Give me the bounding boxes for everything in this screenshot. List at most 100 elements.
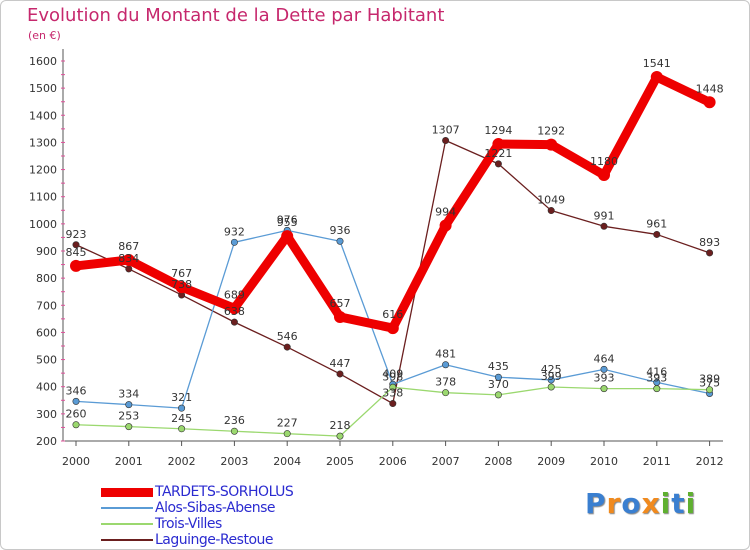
data-label: 1180 <box>590 155 618 168</box>
data-label: 1541 <box>643 57 671 70</box>
data-point <box>547 376 555 384</box>
data-point <box>281 230 294 243</box>
chart-subtitle: (en €) <box>28 29 61 42</box>
data-label: 464 <box>594 352 615 365</box>
data-point <box>283 343 291 351</box>
data-label: 399 <box>541 370 562 383</box>
data-label: 834 <box>118 252 139 265</box>
data-point <box>545 138 558 151</box>
data-label: 1049 <box>537 194 565 207</box>
data-point <box>178 425 186 433</box>
data-point <box>442 137 450 145</box>
data-label: 961 <box>646 217 667 230</box>
data-point <box>230 238 238 246</box>
y-tick-label: 800 <box>36 272 57 285</box>
y-tick-label: 1600 <box>29 55 57 68</box>
data-label: 638 <box>224 305 245 318</box>
data-point <box>70 259 82 272</box>
data-label: 346 <box>66 384 87 397</box>
legend-label: Laguinge-Restoue <box>155 532 274 548</box>
logo-letter: i <box>660 487 672 520</box>
data-point <box>494 160 502 168</box>
data-point <box>125 265 133 273</box>
data-label: 321 <box>171 391 192 404</box>
data-label: 893 <box>699 236 720 249</box>
logo-letter: t <box>671 487 686 520</box>
legend-item: Alos-Sibas-Abense <box>101 500 293 516</box>
data-point <box>547 383 555 391</box>
data-point <box>175 281 188 294</box>
data-label: 1307 <box>432 124 460 137</box>
data-label: 338 <box>382 387 403 400</box>
logo-letter: x <box>641 487 661 520</box>
data-label: 955 <box>277 216 298 229</box>
data-point <box>230 427 238 435</box>
data-label: 867 <box>118 240 139 253</box>
data-label: 375 <box>699 377 720 390</box>
data-label: 932 <box>224 225 245 238</box>
data-label: 447 <box>330 357 351 370</box>
data-label: 616 <box>382 308 403 321</box>
y-tick-label: 300 <box>36 408 57 421</box>
chart-title: Evolution du Montant de la Dette par Hab… <box>27 5 445 26</box>
logo-letter: i <box>685 487 697 520</box>
data-point <box>600 365 608 373</box>
legend-swatch <box>101 507 153 509</box>
x-tick-label: 2008 <box>484 455 512 468</box>
data-label: 416 <box>646 365 667 378</box>
x-tick-label: 2011 <box>643 455 671 468</box>
data-label: 435 <box>488 360 509 373</box>
data-point <box>492 138 505 151</box>
data-point <box>125 423 133 431</box>
x-tick-label: 2012 <box>696 455 724 468</box>
data-point <box>72 397 80 405</box>
legend-swatch <box>101 487 153 497</box>
data-point <box>72 421 80 429</box>
logo-letter: P <box>585 487 607 520</box>
data-point <box>283 430 291 438</box>
x-tick-label: 2010 <box>590 455 618 468</box>
data-point <box>336 237 344 245</box>
data-label: 657 <box>330 297 351 310</box>
x-tick-label: 2000 <box>62 455 90 468</box>
legend-label: Alos-Sibas-Abense <box>155 500 276 516</box>
data-point <box>600 222 608 230</box>
legend-item: Laguinge-Restoue <box>101 532 293 548</box>
legend-swatch <box>101 523 153 525</box>
data-label: 923 <box>66 228 87 241</box>
data-label: 389 <box>699 373 720 386</box>
data-label: 936 <box>330 224 351 237</box>
data-point <box>389 383 397 391</box>
chart-legend: TARDETS-SORHOLUS Alos-Sibas-Abense Trois-V… <box>101 484 294 548</box>
legend-item: Trois-Villes <box>101 516 293 532</box>
data-point <box>122 253 135 266</box>
data-point <box>386 322 399 335</box>
data-point <box>442 361 450 369</box>
y-tick-label: 200 <box>36 435 57 448</box>
data-label: 398 <box>382 370 403 383</box>
data-label: 994 <box>435 205 456 218</box>
y-tick-label: 900 <box>36 245 57 258</box>
data-label: 1294 <box>484 124 512 137</box>
data-point <box>653 230 661 238</box>
y-tick-label: 1200 <box>29 164 57 177</box>
data-label: 1221 <box>484 147 512 160</box>
data-label: 245 <box>171 412 192 425</box>
legend-label: TARDETS-SORHOLUS <box>155 484 294 500</box>
y-tick-label: 400 <box>36 381 57 394</box>
x-tick-label: 2003 <box>220 455 248 468</box>
x-tick-label: 2007 <box>432 455 460 468</box>
y-tick-label: 1000 <box>29 218 57 231</box>
x-tick-label: 2002 <box>168 455 196 468</box>
data-label: 738 <box>171 278 192 291</box>
data-point <box>336 432 344 440</box>
data-point <box>706 386 714 394</box>
data-point <box>439 219 452 232</box>
data-label: 689 <box>224 288 245 301</box>
data-label: 260 <box>66 408 87 421</box>
data-point <box>494 391 502 399</box>
y-tick-label: 1400 <box>29 109 57 122</box>
data-label: 976 <box>277 213 298 226</box>
